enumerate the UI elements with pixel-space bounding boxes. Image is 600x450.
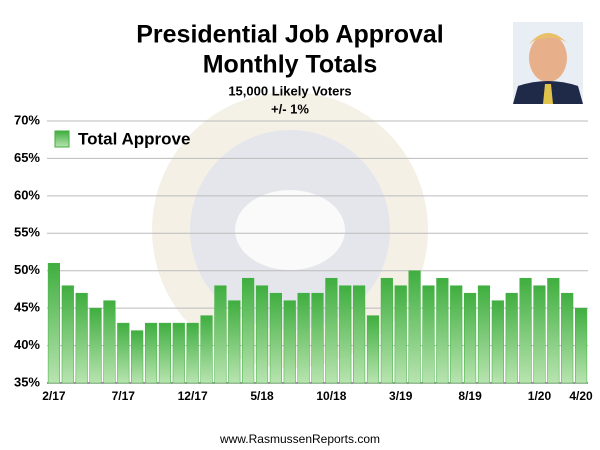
bar <box>477 285 491 384</box>
x-tick-label: 1/20 <box>528 389 552 403</box>
bar <box>214 285 227 384</box>
bar <box>242 277 255 384</box>
bar <box>311 292 324 384</box>
legend-label: Total Approve <box>78 129 190 148</box>
bar <box>533 285 546 384</box>
x-tick-label: 2/17 <box>42 389 66 403</box>
y-tick-label: 35% <box>14 374 40 389</box>
subtitle: 15,000 Likely Voters <box>228 83 351 98</box>
bar <box>519 277 532 384</box>
bar <box>353 285 366 384</box>
legend-swatch <box>54 130 70 148</box>
x-tick-label: 3/19 <box>389 389 413 403</box>
bar <box>186 322 199 384</box>
bar <box>47 262 61 384</box>
bar <box>89 307 102 384</box>
portrait <box>513 22 583 104</box>
bar <box>366 315 380 384</box>
subtitle: +/- 1% <box>271 101 309 116</box>
bar <box>561 292 574 384</box>
bar <box>283 300 296 384</box>
y-tick-label: 60% <box>14 187 40 202</box>
bar <box>103 300 116 384</box>
chart-title: Presidential Job Approval <box>136 21 443 49</box>
bar <box>297 292 310 384</box>
y-tick-label: 50% <box>14 262 40 277</box>
y-tick-label: 70% <box>14 112 40 127</box>
source: www.RasmussenReports.com <box>219 432 380 446</box>
bar <box>464 292 477 384</box>
bar <box>144 322 158 384</box>
bar <box>255 285 269 384</box>
bar <box>408 270 421 384</box>
x-tick-label: 8/19 <box>458 389 482 403</box>
x-tick-label: 4/20 <box>569 389 593 403</box>
bar <box>269 292 282 384</box>
bar <box>325 277 338 384</box>
bar <box>450 285 463 384</box>
bar <box>574 307 588 384</box>
bar <box>200 315 213 384</box>
bar <box>61 285 74 384</box>
bar <box>158 322 171 384</box>
y-tick-label: 55% <box>14 225 40 240</box>
x-tick-label: 7/17 <box>112 389 136 403</box>
y-tick-label: 40% <box>14 337 40 352</box>
y-tick-label: 65% <box>14 150 40 165</box>
x-tick-label: 10/18 <box>316 389 346 403</box>
x-tick-label: 12/17 <box>178 389 208 403</box>
y-tick-label: 45% <box>14 300 40 315</box>
bar <box>505 292 518 384</box>
bar <box>117 322 130 384</box>
x-tick-label: 5/18 <box>250 389 274 403</box>
bar <box>422 285 435 384</box>
bar <box>131 330 144 384</box>
bar <box>228 300 241 384</box>
bar <box>436 277 449 384</box>
bar <box>394 285 407 384</box>
bar <box>491 300 504 384</box>
chart-title: Monthly Totals <box>203 51 378 79</box>
bar <box>380 277 393 384</box>
bar <box>547 277 560 384</box>
bar <box>75 292 88 384</box>
bar <box>339 285 352 384</box>
bar <box>172 322 185 384</box>
